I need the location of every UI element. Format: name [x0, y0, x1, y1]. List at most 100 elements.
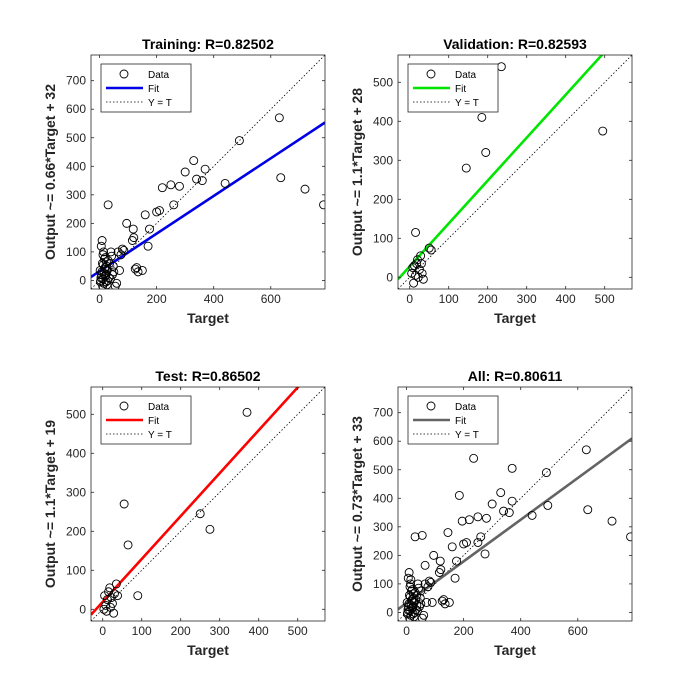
training-legend-label: Y = T [148, 98, 172, 109]
validation-legend-label: Data [455, 70, 477, 81]
all-data-point [414, 583, 423, 593]
all-y-tick-label: 100 [373, 577, 393, 591]
validation-legend-label: Y = T [455, 98, 479, 109]
all-y-tick-label: 300 [373, 520, 393, 534]
test-data-point [109, 608, 119, 618]
test-data-point [104, 587, 114, 597]
training-data-point [117, 244, 127, 254]
training-data-point [129, 233, 139, 243]
training-fit-line [91, 121, 325, 279]
validation-y-tick-label: 300 [373, 153, 393, 167]
all-legend-label: Fit [455, 416, 466, 427]
training-data-point [100, 253, 110, 263]
all-data-point [443, 528, 453, 537]
training-data-point [106, 247, 116, 257]
all-data-point [435, 556, 445, 566]
test-x-tick-label: 200 [171, 624, 191, 638]
all-x-axis-label: Target [494, 642, 536, 658]
training-data-point [96, 241, 106, 251]
all-data-point [452, 556, 461, 566]
test-axes-box [90, 386, 326, 622]
training-legend-data-marker [119, 69, 129, 79]
training-y-axis-label: Output ~= 0.66*Target + 32 [42, 84, 58, 260]
validation-data-point [477, 112, 487, 122]
all-data-point [447, 542, 457, 552]
training-data-point [220, 178, 230, 188]
training-y-tick-label: 300 [66, 188, 86, 202]
all-data-point [607, 516, 617, 526]
training-data-point [157, 183, 167, 193]
training-x-tick-label: 0 [96, 292, 103, 306]
training-data-point [175, 181, 184, 191]
test-data-point [205, 524, 215, 534]
validation-x-tick-label: 400 [556, 292, 576, 306]
test-panel: 0 100 200 300 400 500 0 100 200 300 400 500 Test: R=… [42, 368, 326, 658]
test-x-tick-label: 100 [132, 624, 152, 638]
training-data-point [143, 241, 153, 251]
all-data-point [527, 510, 537, 520]
validation-y-tick-label: 500 [373, 75, 393, 89]
training-data-point [112, 278, 122, 288]
training-data-point [169, 200, 179, 210]
all-y-tick-label: 500 [373, 463, 393, 477]
all-x-tick-label: 200 [454, 624, 474, 638]
all-y-tick-label: 600 [373, 434, 393, 448]
training-axes-box [90, 54, 326, 290]
validation-data-point [411, 227, 420, 237]
all-data-point [429, 550, 439, 560]
training-data-point [102, 266, 112, 275]
all-data-point [487, 499, 497, 509]
test-legend-label: Fit [148, 416, 159, 427]
all-y-tick-label: 200 [373, 548, 393, 562]
all-data-point [419, 610, 429, 620]
validation-data-point [461, 163, 471, 173]
training-data-point [234, 136, 244, 146]
all-data-point [473, 512, 483, 522]
all-data-point [450, 573, 460, 583]
validation-x-tick-label: 500 [595, 292, 615, 306]
validation-data-point [481, 148, 491, 157]
training-data-point [128, 224, 138, 234]
all-data-point [473, 538, 483, 547]
all-data-point [444, 598, 454, 607]
all-data-point [476, 532, 486, 542]
training-panel: 0 200 400 600 0 100 200 300 400 500 600 700 Training… [42, 36, 326, 326]
test-y-tick-label: 500 [66, 407, 86, 421]
validation-legend-data-marker [426, 69, 436, 79]
all-y-tick-label: 700 [373, 406, 393, 420]
training-data-point [180, 167, 190, 177]
all-data-point [406, 575, 416, 585]
validation-data-point [416, 259, 426, 269]
training-data-point [119, 246, 129, 255]
all-axes-box [397, 386, 633, 622]
all-data-point [457, 516, 467, 526]
all-data-point [424, 576, 434, 586]
all-legend: Data Fit Y = T [407, 395, 499, 445]
training-data-point [108, 261, 118, 271]
all-data-point [410, 532, 420, 542]
training-data-point [300, 184, 310, 194]
all-data-point [581, 445, 591, 455]
all-x-tick-label: 600 [568, 624, 588, 638]
validation-y-tick-label: 400 [373, 114, 393, 128]
validation-legend-label: Fit [455, 84, 466, 95]
test-title: Test: R=0.86502 [155, 368, 260, 384]
training-data-point [274, 113, 284, 123]
training-y-tick-label: 400 [66, 159, 86, 173]
validation-axes-box [397, 54, 633, 290]
all-data-point [507, 496, 517, 506]
all-data-point [499, 506, 509, 516]
training-y-tick-label: 0 [79, 273, 86, 287]
all-data-point [420, 560, 430, 570]
all-data-point [507, 463, 517, 473]
training-data-point [189, 156, 199, 166]
all-x-tick-label: 0 [403, 624, 410, 638]
all-data-point [415, 593, 425, 603]
training-data-point [155, 206, 164, 215]
test-data-point [195, 509, 205, 519]
test-x-tick-label: 500 [288, 624, 308, 638]
all-data-point [583, 505, 593, 515]
all-x-tick-label: 400 [511, 624, 531, 638]
all-data-point [541, 468, 551, 478]
training-data-point [133, 267, 143, 277]
